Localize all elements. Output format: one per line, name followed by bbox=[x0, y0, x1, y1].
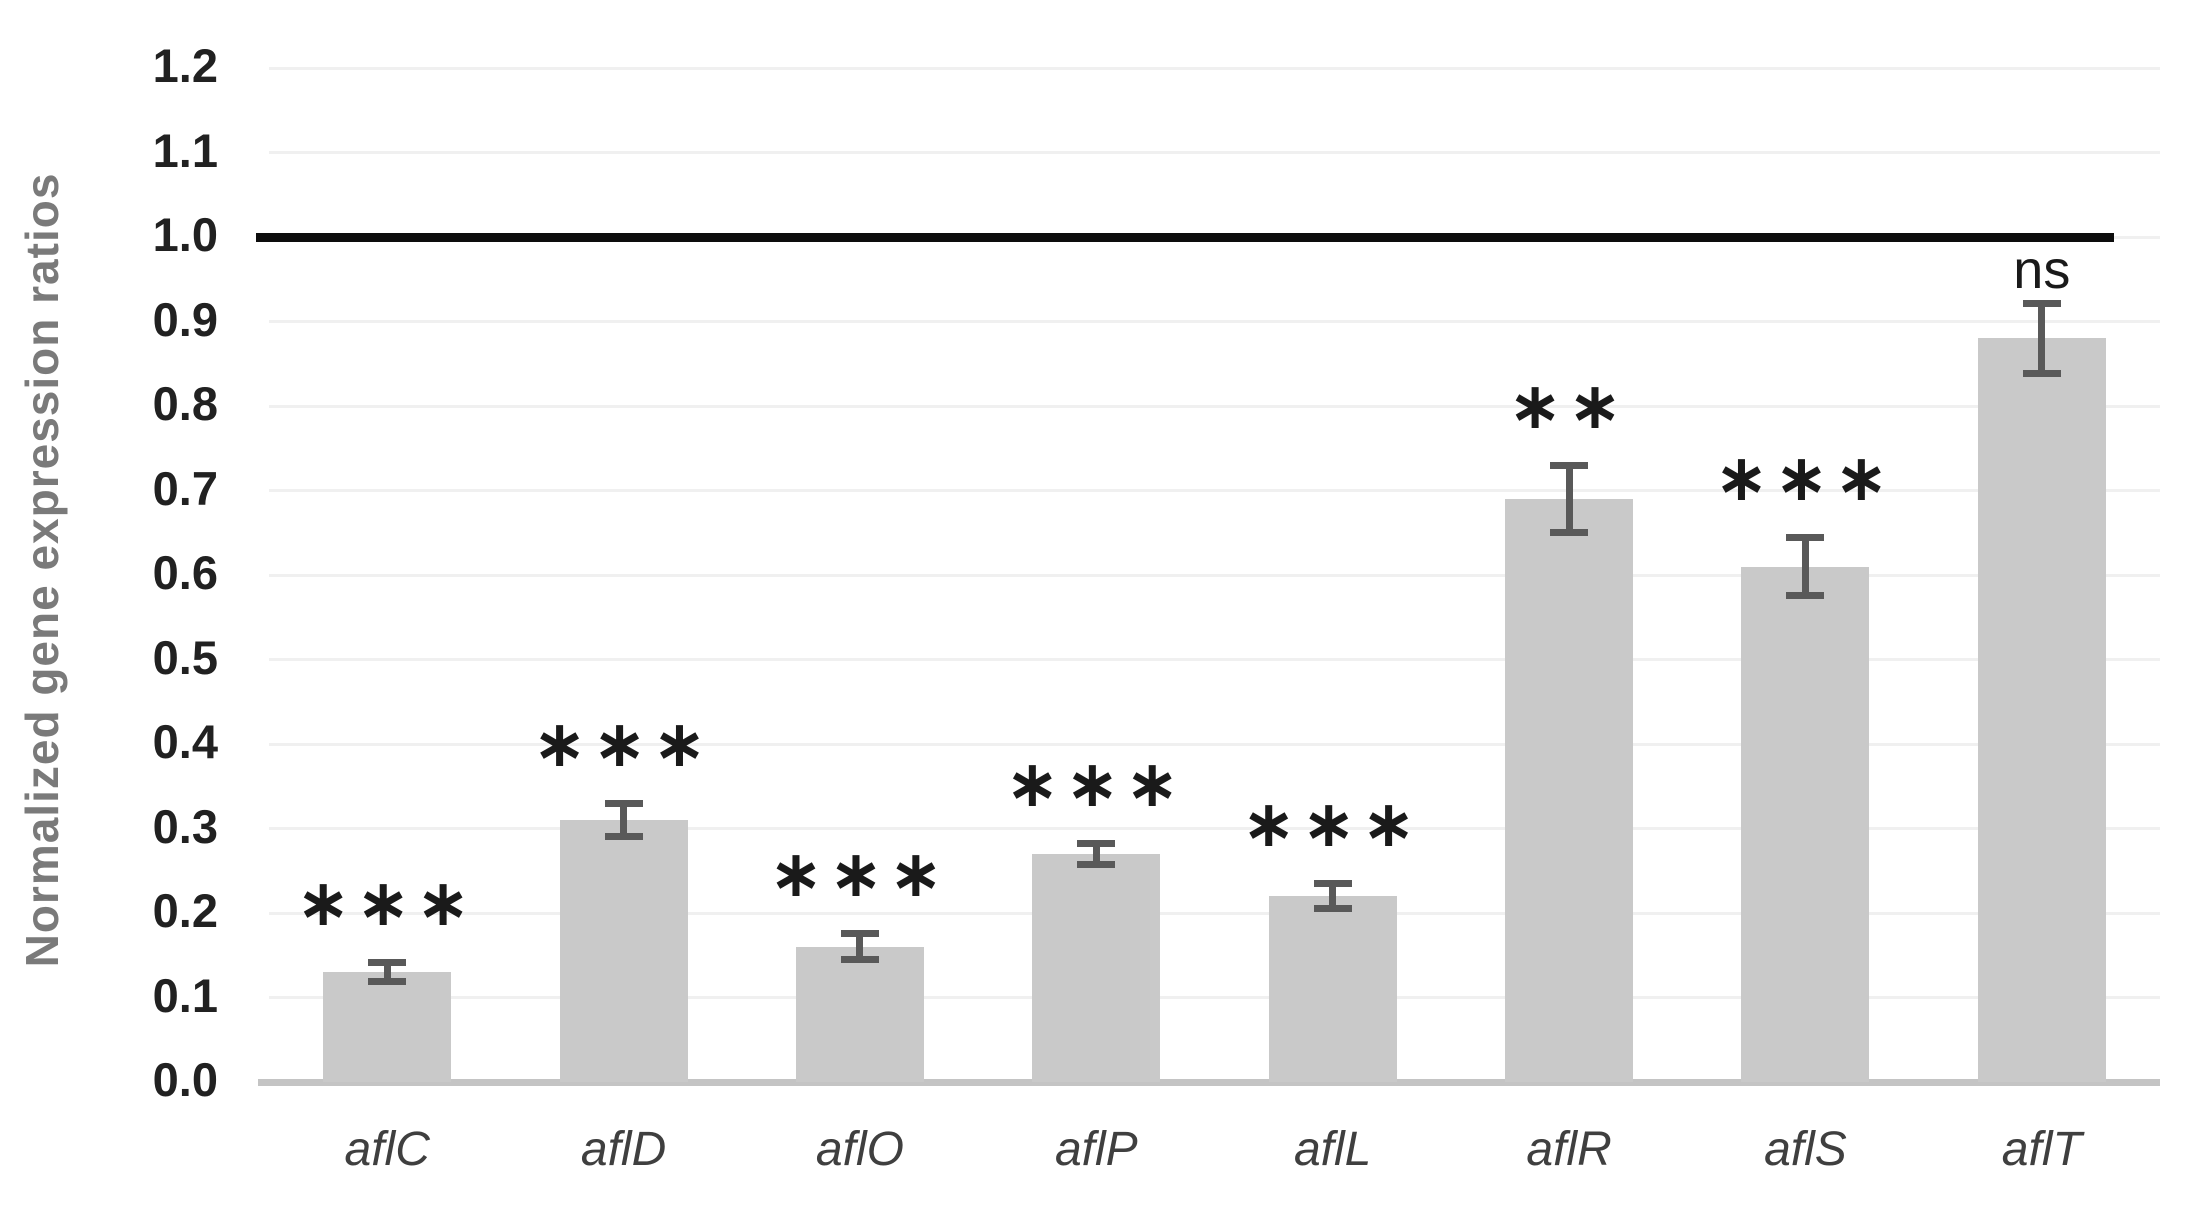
y-tick-label: 0.6 bbox=[152, 546, 218, 599]
gridline bbox=[269, 320, 2160, 323]
significance-label: ∗∗∗ bbox=[1715, 443, 1896, 513]
significance-label: ∗∗∗ bbox=[533, 710, 714, 780]
significance-label: ns bbox=[2013, 239, 2071, 300]
x-category-label: aflO bbox=[815, 1123, 904, 1176]
error-bar-cap-top bbox=[840, 930, 879, 938]
error-bar-cap-bottom bbox=[2022, 369, 2061, 377]
x-category-label: aflP bbox=[1054, 1123, 1138, 1176]
x-category-label: aflD bbox=[580, 1123, 667, 1176]
bar bbox=[795, 946, 924, 1082]
y-tick-label: 0.4 bbox=[152, 715, 218, 768]
error-bar-cap-top bbox=[1313, 880, 1352, 888]
gridline bbox=[269, 742, 2160, 746]
y-tick-label: 1.2 bbox=[152, 39, 218, 92]
error-bar-cap-bottom bbox=[1786, 592, 1825, 600]
y-tick-label: 1.0 bbox=[152, 208, 218, 261]
y-tick-label: 0.1 bbox=[152, 968, 218, 1022]
y-tick-label: 0.5 bbox=[152, 630, 218, 684]
error-bar-stem bbox=[1801, 536, 1809, 597]
y-tick-label: 0.8 bbox=[152, 377, 218, 430]
error-bar-cap-top bbox=[1077, 839, 1116, 847]
error-bar-cap-bottom bbox=[840, 956, 879, 964]
gridline bbox=[269, 573, 2160, 577]
x-category-label: aflT bbox=[2001, 1123, 2082, 1176]
significance-label: ∗∗∗ bbox=[770, 840, 950, 910]
bar bbox=[1268, 896, 1397, 1082]
gridline bbox=[269, 404, 2160, 408]
y-tick-label: 0.2 bbox=[152, 884, 218, 937]
error-bar-cap-bottom bbox=[1077, 860, 1116, 868]
error-bar-cap-top bbox=[1550, 462, 1589, 470]
gridline bbox=[269, 911, 2160, 915]
error-bar-stem bbox=[1329, 883, 1337, 909]
significance-label: ∗∗∗ bbox=[297, 869, 478, 938]
gridline bbox=[269, 827, 2160, 830]
y-tick-label: 0.7 bbox=[152, 461, 218, 515]
error-bar-stem bbox=[1092, 842, 1100, 865]
error-bar-cap-top bbox=[368, 959, 407, 966]
error-bar-cap-bottom bbox=[1550, 528, 1589, 536]
bar bbox=[559, 820, 688, 1082]
gridline bbox=[269, 658, 2160, 661]
reference-line bbox=[256, 232, 2114, 242]
x-category-label: aflR bbox=[1526, 1123, 1612, 1176]
error-bar-cap-bottom bbox=[368, 978, 407, 986]
gridline bbox=[269, 151, 2160, 154]
y-tick-label: 0.9 bbox=[152, 292, 218, 346]
x-category-label: aflS bbox=[1764, 1123, 1847, 1176]
error-bar-cap-top bbox=[604, 800, 643, 808]
gridline bbox=[269, 996, 2160, 999]
error-bar-cap-bottom bbox=[604, 832, 643, 840]
gridline bbox=[269, 489, 2160, 492]
x-axis-line bbox=[258, 1079, 2160, 1086]
error-bar-stem bbox=[2038, 302, 2046, 374]
bar bbox=[1505, 498, 1634, 1082]
significance-label: ∗∗∗ bbox=[1006, 749, 1187, 819]
x-category-label: aflC bbox=[344, 1123, 430, 1176]
error-bar-stem bbox=[856, 933, 864, 961]
significance-label: ∗∗ bbox=[1509, 372, 1630, 442]
error-bar-stem bbox=[1565, 465, 1573, 533]
error-bar-cap-top bbox=[2022, 299, 2061, 307]
y-tick-label: 0.0 bbox=[152, 1053, 218, 1106]
y-tick-label: 0.3 bbox=[152, 799, 218, 853]
bar bbox=[323, 972, 452, 1082]
error-bar-cap-bottom bbox=[1313, 904, 1352, 912]
gridline bbox=[269, 66, 2160, 70]
bar bbox=[1032, 853, 1161, 1082]
error-bar-stem bbox=[383, 962, 391, 983]
x-category-label: aflL bbox=[1293, 1123, 1372, 1176]
error-bar-cap-top bbox=[1786, 533, 1825, 541]
significance-label: ∗∗∗ bbox=[1242, 790, 1423, 860]
y-tick-label: 1.1 bbox=[152, 123, 218, 177]
error-bar-stem bbox=[620, 803, 628, 837]
bar bbox=[1741, 566, 1870, 1082]
bar bbox=[1977, 338, 2106, 1082]
